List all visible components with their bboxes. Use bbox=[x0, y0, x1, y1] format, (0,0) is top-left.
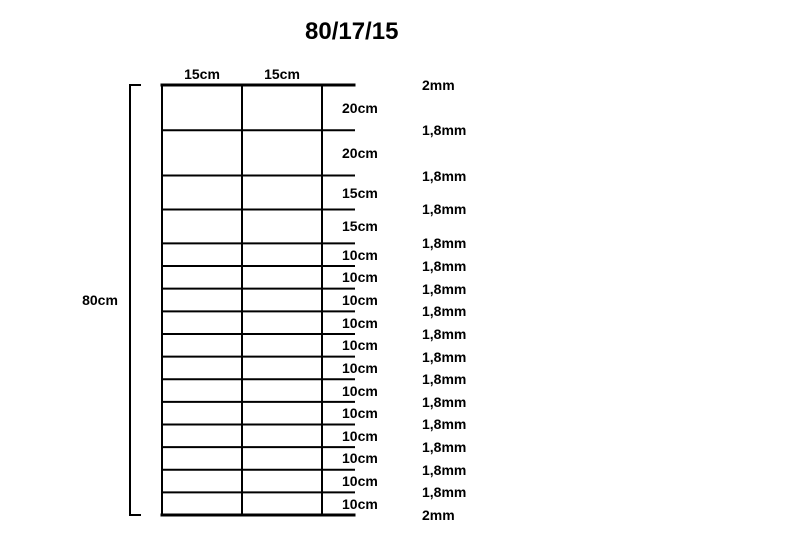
wire-diameter-label: 1,8mm bbox=[422, 281, 466, 297]
diagram-title: 80/17/15 bbox=[305, 18, 398, 46]
wire-diameter-label: 1,8mm bbox=[422, 462, 466, 478]
row-spacing-label: 10cm bbox=[342, 337, 378, 353]
wire-diameter-label: 1,8mm bbox=[422, 168, 466, 184]
wire-diameter-label: 2mm bbox=[422, 77, 455, 93]
row-spacing-label: 20cm bbox=[342, 145, 378, 161]
wire-diameter-label: 1,8mm bbox=[422, 258, 466, 274]
wire-diameter-label: 1,8mm bbox=[422, 439, 466, 455]
row-spacing-label: 20cm bbox=[342, 100, 378, 116]
row-spacing-label: 10cm bbox=[342, 405, 378, 421]
row-spacing-label: 10cm bbox=[342, 473, 378, 489]
row-spacing-label: 10cm bbox=[342, 383, 378, 399]
row-spacing-label: 10cm bbox=[342, 360, 378, 376]
wire-diameter-label: 1,8mm bbox=[422, 349, 466, 365]
grid-svg bbox=[0, 0, 800, 533]
row-spacing-label: 10cm bbox=[342, 496, 378, 512]
wire-diameter-label: 2mm bbox=[422, 507, 455, 523]
wire-diameter-label: 1,8mm bbox=[422, 484, 466, 500]
row-spacing-label: 15cm bbox=[342, 185, 378, 201]
wire-diameter-label: 1,8mm bbox=[422, 326, 466, 342]
wire-diameter-label: 1,8mm bbox=[422, 122, 466, 138]
column-width-label: 15cm bbox=[264, 66, 300, 82]
row-spacing-label: 10cm bbox=[342, 269, 378, 285]
wire-diameter-label: 1,8mm bbox=[422, 303, 466, 319]
total-height-label: 80cm bbox=[82, 292, 118, 308]
diagram-stage: 80/17/15 15cm 15cm 80cm 20cm 20cm 15cm 15cm 10cm… bbox=[0, 0, 800, 533]
wire-diameter-label: 1,8mm bbox=[422, 235, 466, 251]
row-spacing-label: 10cm bbox=[342, 450, 378, 466]
row-spacing-label: 10cm bbox=[342, 247, 378, 263]
wire-diameter-label: 1,8mm bbox=[422, 416, 466, 432]
wire-diameter-label: 1,8mm bbox=[422, 201, 466, 217]
wire-diameter-label: 1,8mm bbox=[422, 394, 466, 410]
row-spacing-label: 15cm bbox=[342, 218, 378, 234]
column-width-label: 15cm bbox=[184, 66, 220, 82]
row-spacing-label: 10cm bbox=[342, 315, 378, 331]
row-spacing-label: 10cm bbox=[342, 292, 378, 308]
row-spacing-label: 10cm bbox=[342, 428, 378, 444]
wire-diameter-label: 1,8mm bbox=[422, 371, 466, 387]
